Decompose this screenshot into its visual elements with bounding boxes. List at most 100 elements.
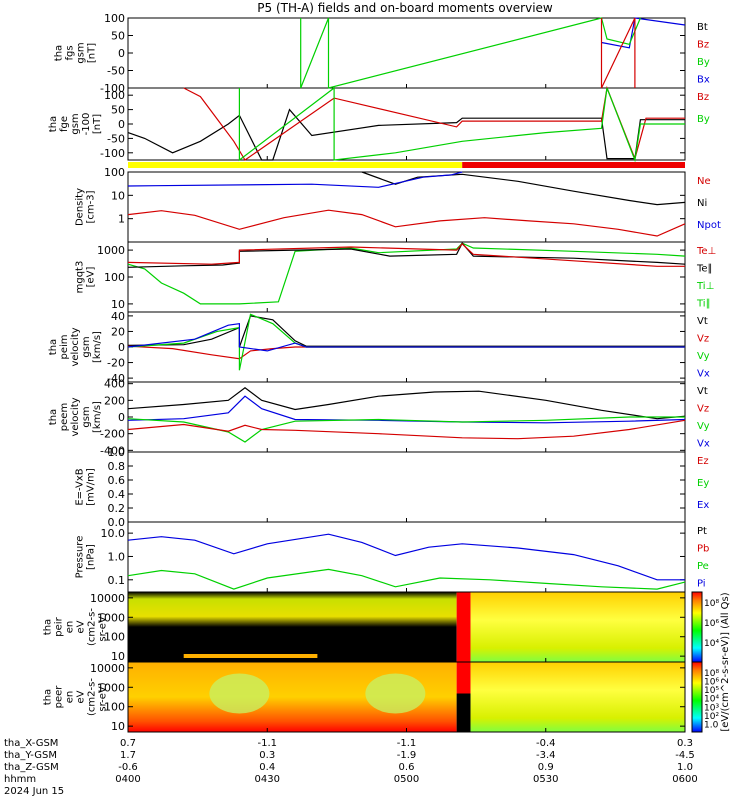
legend-entry: Vy	[697, 421, 710, 432]
legend-entry: Ex	[697, 500, 709, 511]
y-tick-label: 10	[111, 298, 125, 311]
y-tick-label: -100	[100, 147, 125, 160]
y-tick-label: 100	[104, 166, 125, 179]
colorbar-tick-label: 10⁵	[704, 686, 719, 696]
series-line-peem_vel-Vx	[127, 395, 686, 424]
y-tick-label: 1000	[97, 244, 125, 257]
orbit-value: 0500	[394, 774, 419, 785]
spectrogram-block	[456, 693, 471, 732]
y-tick-label: -20	[107, 357, 125, 370]
panel-frame	[127, 381, 686, 453]
legend-entry: Pi	[697, 579, 706, 590]
y-axis-label: fgs	[65, 45, 76, 60]
date-label: 2024 Jun 15	[4, 786, 64, 797]
y-tick-label: 1000	[97, 611, 125, 624]
legend-entry: Vt	[697, 386, 708, 397]
orbit-value: 0.7	[120, 738, 136, 749]
y-tick-label: 10.0	[101, 527, 126, 540]
colorbar-tick-label: 10⁴	[704, 695, 719, 705]
y-tick-label: 50	[111, 104, 125, 117]
legend-entry: Vz	[697, 404, 709, 415]
legend-entry: Vt	[697, 316, 708, 327]
legend-entry: Bt	[697, 22, 708, 33]
spectrogram-block	[456, 592, 471, 662]
panel-frame	[127, 171, 686, 243]
y-tick-label: -50	[107, 65, 125, 78]
y-tick-label: 0.4	[108, 488, 126, 501]
y-axis-label: [km/s]	[92, 401, 103, 433]
orbit-value: 1.7	[120, 750, 136, 761]
y-tick-label: 10000	[90, 662, 125, 675]
series-line-temp-Te∥	[127, 242, 686, 268]
series-line-pressure-Pe	[127, 568, 686, 590]
y-axis-label: mgqt3	[75, 261, 86, 294]
orbit-value: 0430	[255, 774, 280, 785]
colorbar-tick-label: 10³	[704, 703, 719, 713]
panel-frame	[127, 521, 686, 593]
series-line-peem_vel-Vy	[127, 416, 685, 443]
orbit-value: -3.4	[536, 750, 556, 761]
legend-entry: Ni	[697, 198, 707, 209]
series-line-peim_vel-Vy	[127, 313, 685, 371]
series-line-fgs-By	[300, 17, 641, 89]
y-axis-label: tha	[48, 116, 59, 132]
y-axis-label: tha	[43, 619, 54, 635]
y-axis-label: (cm2-s-	[87, 608, 98, 646]
colorbar-label: [eV/(cm^2-s-sr-eV)] (All Qs)	[720, 592, 731, 731]
spectrogram-block	[456, 662, 471, 694]
series-line-pressure-Pi	[127, 533, 685, 581]
y-axis-label: tha	[48, 409, 59, 425]
series-line-fge-By	[238, 86, 685, 163]
colorbar-tick-label: 1.0	[704, 720, 719, 730]
legend-entry: Vz	[697, 334, 709, 345]
y-axis-label: en	[65, 691, 76, 704]
orbit-row-label: hhmm	[4, 774, 36, 785]
y-tick-label: 100	[104, 701, 125, 714]
y-axis-label: [nPa]	[86, 544, 97, 570]
orbit-value: 0600	[672, 774, 697, 785]
orbit-value: 1.0	[677, 762, 693, 773]
y-axis-label: sr-eV)	[98, 682, 109, 711]
series-line-fge-Bz	[183, 85, 685, 161]
y-tick-label: 0.1	[108, 574, 126, 587]
y-axis-label: [nT]	[87, 43, 98, 63]
y-tick-label: 10	[111, 650, 125, 663]
series-line-fge-Bt	[127, 108, 685, 161]
y-tick-label: 20	[111, 325, 125, 338]
orbit-row-label: tha_Y-GSM	[4, 750, 57, 761]
legend-entry: Vy	[697, 351, 710, 362]
y-tick-label: 100	[104, 89, 125, 102]
legend-entry: By	[697, 114, 710, 125]
mode-bar-segment	[462, 162, 685, 168]
colorbar-tick-label: 10²	[704, 712, 719, 722]
legend-entry: Pt	[697, 526, 707, 537]
series-line-peem_vel-Vt	[127, 387, 686, 420]
y-tick-label: 10	[111, 189, 125, 202]
y-tick-label: -50	[107, 132, 125, 145]
colorbar	[691, 661, 703, 733]
orbit-value: -1.1	[397, 738, 417, 749]
orbit-value: -0.4	[536, 738, 556, 749]
legend-entry: Bx	[697, 75, 710, 86]
y-axis-label: tha	[43, 689, 54, 705]
panel-frame	[127, 451, 686, 523]
series-line-peim_vel-Vx	[127, 323, 685, 352]
y-tick-label: -40	[107, 372, 125, 385]
y-tick-label: 1.0	[108, 446, 126, 459]
y-axis-label: peem	[59, 403, 70, 431]
y-tick-label: 400	[104, 378, 125, 391]
y-axis-label: gsm	[76, 42, 87, 63]
legend-entry: By	[697, 57, 710, 68]
orbit-value: 0.3	[677, 738, 693, 749]
chart-title: P5 (TH-A) fields and on-board moments ov…	[257, 1, 553, 15]
orbit-value: 0.4	[259, 762, 275, 773]
orbit-row-label: tha_Z-GSM	[4, 762, 59, 773]
series-line-density-Ni	[361, 171, 686, 206]
y-axis-label: tha	[48, 339, 59, 355]
y-axis-label: gsm	[81, 336, 92, 357]
legend-entry: Pb	[697, 544, 709, 555]
y-tick-label: 0	[118, 118, 125, 131]
spectrogram-block	[365, 673, 426, 714]
orbit-value: 0530	[533, 774, 558, 785]
